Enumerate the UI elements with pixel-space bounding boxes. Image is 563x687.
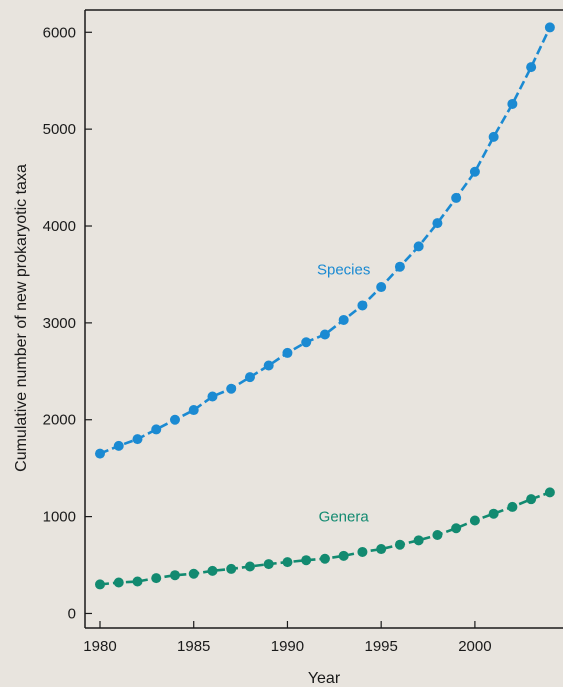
species-point: [507, 98, 518, 109]
x-tick-label: 1990: [271, 638, 304, 655]
species-point: [263, 360, 274, 371]
genera-point: [169, 570, 180, 581]
species-point: [151, 424, 162, 435]
y-tick-label: 3000: [43, 315, 76, 332]
genera-point: [263, 559, 274, 570]
genera-point: [394, 539, 405, 550]
genera-series-label: Genera: [319, 508, 370, 525]
x-tick-label: 1985: [177, 638, 210, 655]
species-point: [488, 131, 499, 142]
species-point: [338, 314, 349, 325]
genera-point: [132, 576, 143, 587]
genera-point: [244, 561, 255, 572]
genera-point: [469, 515, 480, 526]
genera-point: [301, 555, 312, 566]
genera-point: [526, 494, 537, 505]
species-series: [94, 22, 555, 459]
species-point: [188, 405, 199, 416]
genera-point: [151, 573, 162, 584]
genera-point: [544, 487, 555, 498]
genera-point: [488, 508, 499, 519]
genera-series: [94, 487, 555, 590]
species-point: [544, 22, 555, 33]
species-point: [469, 166, 480, 177]
species-line: [99, 26, 552, 455]
x-tick-label: 2000: [458, 638, 491, 655]
species-point: [301, 337, 312, 348]
genera-point: [207, 565, 218, 576]
labels-layer: Year Cumulative number of new prokaryotic…: [13, 164, 370, 687]
genera-point: [319, 553, 330, 564]
species-point: [394, 261, 405, 272]
y-tick-label: 4000: [43, 218, 76, 235]
species-series-label: Species: [317, 261, 370, 278]
species-point: [244, 372, 255, 383]
genera-point: [357, 546, 368, 557]
species-point: [319, 329, 330, 340]
genera-point: [413, 535, 424, 546]
species-point: [451, 192, 462, 203]
y-tick-label: 2000: [43, 412, 76, 429]
species-point: [169, 414, 180, 425]
x-tick-label: 1980: [83, 638, 116, 655]
y-tick-label: 5000: [43, 121, 76, 138]
y-tick-label: 1000: [43, 509, 76, 526]
species-point: [432, 218, 443, 229]
genera-point: [376, 544, 387, 555]
species-point: [113, 440, 124, 451]
genera-point: [113, 577, 124, 588]
x-axis-title: Year: [308, 670, 341, 687]
species-point: [282, 347, 293, 358]
genera-point: [94, 579, 105, 590]
species-point: [207, 391, 218, 402]
genera-point: [226, 563, 237, 574]
genera-point: [338, 550, 349, 561]
y-tick-label: 6000: [43, 24, 76, 41]
series-layer: [94, 22, 555, 590]
genera-point: [451, 523, 462, 534]
species-point: [226, 383, 237, 394]
x-tick-label: 1995: [364, 638, 397, 655]
genera-point: [507, 501, 518, 512]
y-tick-label: 0: [68, 605, 76, 622]
species-point: [376, 282, 387, 293]
species-point: [413, 241, 424, 252]
species-point: [357, 300, 368, 311]
genera-point: [432, 530, 443, 541]
genera-point: [188, 568, 199, 579]
genera-point: [282, 557, 293, 568]
axes: 0 1000 2000 3000 4000 5000 6000 1980 1985 1990 199…: [43, 9, 563, 655]
species-point: [94, 448, 105, 459]
species-point: [526, 62, 537, 73]
y-axis-title: Cumulative number of new prokaryotic tax…: [13, 164, 30, 472]
species-point: [132, 434, 143, 445]
genera-line: [99, 491, 551, 586]
